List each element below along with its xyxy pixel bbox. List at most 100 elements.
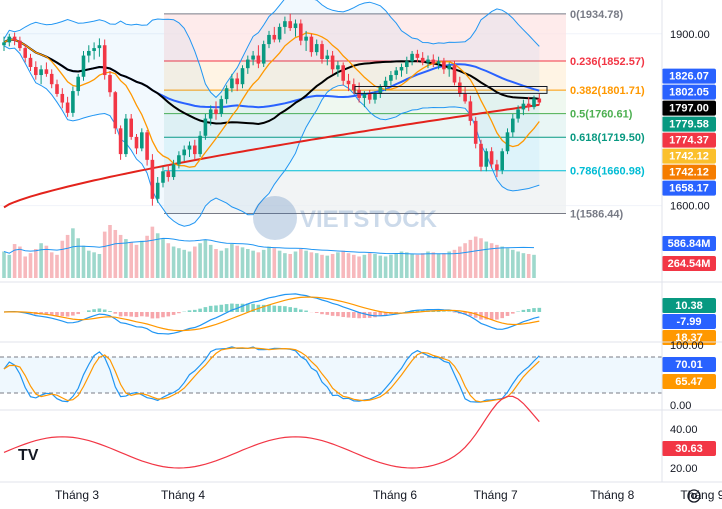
volume-bar bbox=[219, 250, 224, 278]
macd-histogram-bar bbox=[415, 310, 420, 312]
macd-histogram-bar bbox=[113, 312, 118, 314]
macd-histogram-bar bbox=[537, 307, 542, 312]
candle-body bbox=[251, 55, 255, 60]
time-axis-label: Tháng 4 bbox=[161, 488, 205, 502]
candle-body bbox=[193, 145, 197, 155]
adx-tag-value: 30.63 bbox=[675, 443, 703, 455]
candle-body bbox=[537, 98, 542, 103]
candle-body bbox=[532, 98, 536, 108]
settings-gear-icon[interactable] bbox=[684, 486, 704, 506]
volume-bar bbox=[7, 254, 12, 278]
candle-body bbox=[18, 40, 22, 49]
volume-bar bbox=[134, 244, 139, 278]
candle-body bbox=[452, 65, 457, 83]
volume-bar bbox=[405, 252, 409, 278]
macd-histogram-bar bbox=[473, 312, 478, 318]
candle-body bbox=[187, 145, 192, 150]
volume-bar bbox=[208, 244, 213, 278]
price-tag bbox=[662, 132, 716, 148]
volume-bar bbox=[124, 239, 128, 278]
macd-histogram-bar bbox=[246, 303, 250, 312]
adx-axis-tick: 20.00 bbox=[670, 463, 698, 475]
volume-bar bbox=[214, 249, 218, 278]
volume-bar bbox=[182, 249, 186, 278]
volume-bar bbox=[431, 252, 436, 278]
macd-histogram-bar bbox=[320, 312, 324, 315]
candle-body bbox=[383, 80, 388, 87]
macd-histogram-bar bbox=[373, 312, 377, 318]
bollinger-band-fill bbox=[4, 0, 540, 227]
adx-line bbox=[3, 395, 540, 469]
candle-body bbox=[330, 55, 335, 70]
macd-histogram-bar bbox=[484, 312, 489, 320]
candle-body bbox=[341, 65, 345, 81]
volume-bar bbox=[330, 253, 335, 278]
volume-bar bbox=[2, 251, 6, 278]
macd-histogram-bar bbox=[362, 312, 367, 319]
candle-body bbox=[447, 65, 451, 70]
volume-bar bbox=[140, 240, 144, 278]
volume-bar bbox=[426, 251, 430, 278]
volume-bar bbox=[367, 253, 372, 278]
macd-tag-value: 18.37 bbox=[675, 332, 703, 344]
volume-bar bbox=[60, 240, 65, 278]
macd-histogram-bar bbox=[293, 307, 298, 312]
time-axis-label: Tháng 3 bbox=[55, 488, 99, 502]
volume-bar bbox=[378, 255, 383, 278]
volume-bar bbox=[452, 249, 457, 278]
macd-histogram-bar bbox=[65, 312, 70, 317]
macd-histogram-bar bbox=[272, 305, 277, 312]
volume-bar bbox=[526, 253, 531, 278]
tradingview-logo-text: TV bbox=[18, 447, 39, 464]
candle-body bbox=[521, 103, 526, 110]
macd-histogram-bar bbox=[267, 304, 271, 312]
volume-bar bbox=[246, 249, 250, 278]
ma200-line bbox=[3, 103, 540, 209]
price-tag bbox=[662, 84, 716, 100]
volume-bar bbox=[261, 249, 266, 278]
volume-bar bbox=[288, 253, 292, 278]
candle-body bbox=[299, 23, 303, 41]
macd-line bbox=[3, 293, 540, 335]
candle-body bbox=[28, 57, 33, 68]
candle-body bbox=[203, 118, 208, 136]
volume-bar bbox=[108, 225, 112, 278]
volume-bar bbox=[325, 255, 330, 278]
candle-body bbox=[479, 143, 483, 167]
price-tag-value: 1826.07 bbox=[669, 71, 709, 83]
candle-body bbox=[272, 34, 277, 40]
macd-histogram-bar bbox=[161, 312, 165, 318]
candle-body bbox=[352, 84, 356, 90]
macd-histogram-bar bbox=[208, 305, 213, 312]
price-tag-value: 1742.12 bbox=[669, 167, 709, 179]
stoch-band bbox=[0, 357, 662, 393]
macd-histogram-bar bbox=[357, 312, 361, 319]
macd-histogram-bar bbox=[394, 312, 398, 313]
volume-bar bbox=[193, 246, 197, 278]
volume-bar bbox=[272, 248, 277, 278]
candle-body bbox=[55, 84, 59, 94]
volume-bar bbox=[304, 250, 308, 278]
volume-bar bbox=[155, 233, 160, 278]
candle-body bbox=[309, 36, 314, 53]
candle-body bbox=[526, 103, 531, 108]
volume-bar bbox=[44, 245, 49, 278]
macd-histogram-bar bbox=[526, 309, 531, 312]
candle-body bbox=[92, 48, 96, 51]
volume-bar bbox=[458, 246, 462, 278]
candle-body bbox=[431, 59, 436, 64]
candle-body bbox=[214, 109, 218, 114]
price-tag bbox=[662, 68, 716, 84]
macd-tag-value: 10.38 bbox=[675, 300, 703, 312]
candle-body bbox=[426, 59, 430, 63]
adx-tag bbox=[662, 441, 716, 456]
candle-body bbox=[198, 135, 202, 155]
macd-histogram-bar bbox=[97, 308, 102, 312]
volume-bar bbox=[320, 254, 324, 278]
candle-body bbox=[468, 101, 473, 121]
candle-body bbox=[415, 53, 420, 58]
macd-histogram-bar bbox=[230, 303, 234, 312]
candle-body bbox=[277, 26, 282, 40]
